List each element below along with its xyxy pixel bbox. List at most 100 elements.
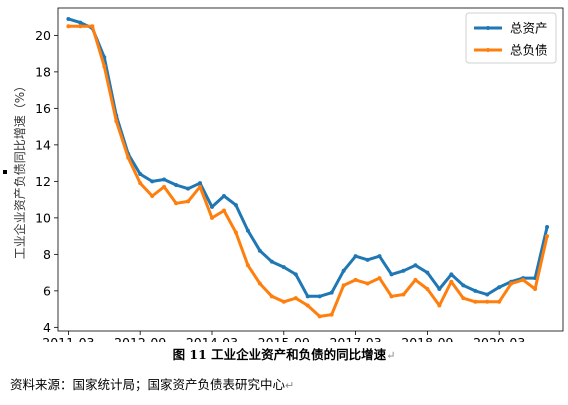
series-point-2 <box>521 277 526 282</box>
line-chart: 工业企业资产负债同比增速（%） 4 6 8 10 12 14 16 18 20 2011-03 20… <box>12 7 564 342</box>
series-point-2 <box>174 201 179 206</box>
series-point-2 <box>233 230 238 235</box>
series-point-1 <box>365 257 370 262</box>
series-point-1 <box>198 181 203 186</box>
series-point-2 <box>413 277 418 282</box>
series-point-2 <box>473 299 478 304</box>
y-tick-label: 8 <box>43 247 51 262</box>
series-point-2 <box>281 299 286 304</box>
x-tick-label: 2020-03 <box>473 335 525 342</box>
series-point-1 <box>341 268 346 273</box>
figure-caption: 图 11 工业企业资产和负债的同比增速↵ <box>0 344 568 363</box>
chart-ticks: 4 6 8 10 12 14 16 18 20 2011-03 2012-09 2014-03 2015… <box>35 28 525 342</box>
y-tick-label: 4 <box>43 320 51 335</box>
series-point-2 <box>293 296 298 301</box>
series-point-2 <box>425 287 430 292</box>
series-point-1 <box>162 177 167 182</box>
series-point-1 <box>281 265 286 270</box>
series-point-1 <box>221 193 226 198</box>
bullet-marker <box>3 170 7 174</box>
series-point-2 <box>162 184 167 189</box>
series-point-2 <box>533 287 538 292</box>
series-point-2 <box>102 64 107 69</box>
x-tick-label: 2012-09 <box>114 335 166 342</box>
y-axis-label-group: 工业企业资产负债同比增速（%） <box>12 80 27 259</box>
series-point-2 <box>245 263 250 268</box>
figure-caption-text: 图 11 工业企业资产和负债的同比增速 <box>172 347 387 362</box>
series-point-1 <box>473 288 478 293</box>
series-point-2 <box>497 299 502 304</box>
series-point-2 <box>257 281 262 286</box>
series-point-2 <box>509 281 514 286</box>
series-point-2 <box>437 303 442 308</box>
series-point-2 <box>66 24 71 29</box>
y-tick-label: 6 <box>43 283 51 298</box>
series-point-2 <box>78 24 83 29</box>
chart-series <box>66 16 550 319</box>
legend-swatch-point <box>486 26 490 30</box>
series-point-2 <box>150 193 155 198</box>
y-axis-label: 工业企业资产负债同比增速（%） <box>12 80 27 259</box>
series-point-1 <box>174 183 179 188</box>
y-tick-label: 14 <box>35 137 51 152</box>
series-point-1 <box>209 204 214 209</box>
series-point-1 <box>413 263 418 268</box>
series-point-2 <box>126 155 131 160</box>
series-point-2 <box>317 314 322 319</box>
source-note: 资料来源：国家统计局；国家资产负债表研究中心↵ <box>10 374 294 393</box>
series-point-1 <box>377 254 382 259</box>
series-point-1 <box>317 294 322 299</box>
series-point-1 <box>66 16 71 21</box>
legend-label: 总资产 <box>510 21 548 36</box>
series-point-2 <box>449 279 454 284</box>
series-point-2 <box>329 312 334 317</box>
series-point-1 <box>305 294 310 299</box>
series-point-1 <box>150 179 155 184</box>
series-point-1 <box>437 287 442 292</box>
source-note-text: 资料来源：国家统计局；国家资产负债表研究中心 <box>10 377 286 392</box>
series-point-1 <box>233 203 238 208</box>
paragraph-mark-icon: ↵ <box>386 349 396 362</box>
legend-label: 总负债 <box>510 43 548 58</box>
series-point-1 <box>293 272 298 277</box>
series-point-1 <box>245 228 250 233</box>
y-tick-label: 12 <box>35 174 51 189</box>
x-tick-label: 2011-03 <box>42 335 94 342</box>
series-point-2 <box>198 184 203 189</box>
series-point-2 <box>90 24 95 29</box>
y-tick-label: 16 <box>35 101 51 116</box>
series-point-1 <box>269 259 274 264</box>
legend-swatch-point <box>486 48 490 52</box>
series-point-1 <box>389 272 394 277</box>
paragraph-mark-icon: ↵ <box>285 379 295 392</box>
series-point-1 <box>449 272 454 277</box>
series-point-1 <box>497 285 502 290</box>
series-point-1 <box>461 283 466 288</box>
series-point-2 <box>209 215 214 220</box>
series-point-2 <box>221 208 226 213</box>
series-point-2 <box>545 234 550 239</box>
x-tick-label: 2014-03 <box>186 335 238 342</box>
series-point-1 <box>425 270 430 275</box>
series-point-2 <box>377 276 382 281</box>
series-point-2 <box>341 283 346 288</box>
series-point-2 <box>114 119 119 124</box>
series-point-1 <box>353 254 358 259</box>
series-point-2 <box>186 199 191 204</box>
series-point-2 <box>485 299 490 304</box>
series-point-2 <box>389 294 394 299</box>
series-point-2 <box>461 296 466 301</box>
series-point-1 <box>78 20 83 25</box>
series-point-1 <box>329 290 334 295</box>
series-point-2 <box>138 181 143 186</box>
series-point-1 <box>257 248 262 253</box>
series-point-2 <box>365 281 370 286</box>
series-point-1 <box>186 186 191 191</box>
series-point-1 <box>485 292 490 297</box>
chart-axes <box>57 7 564 332</box>
plot-frame <box>57 7 564 332</box>
y-tick-label: 20 <box>35 28 51 43</box>
series-point-1 <box>545 224 550 229</box>
x-tick-label: 2018-09 <box>401 335 453 342</box>
series-point-2 <box>269 294 274 299</box>
